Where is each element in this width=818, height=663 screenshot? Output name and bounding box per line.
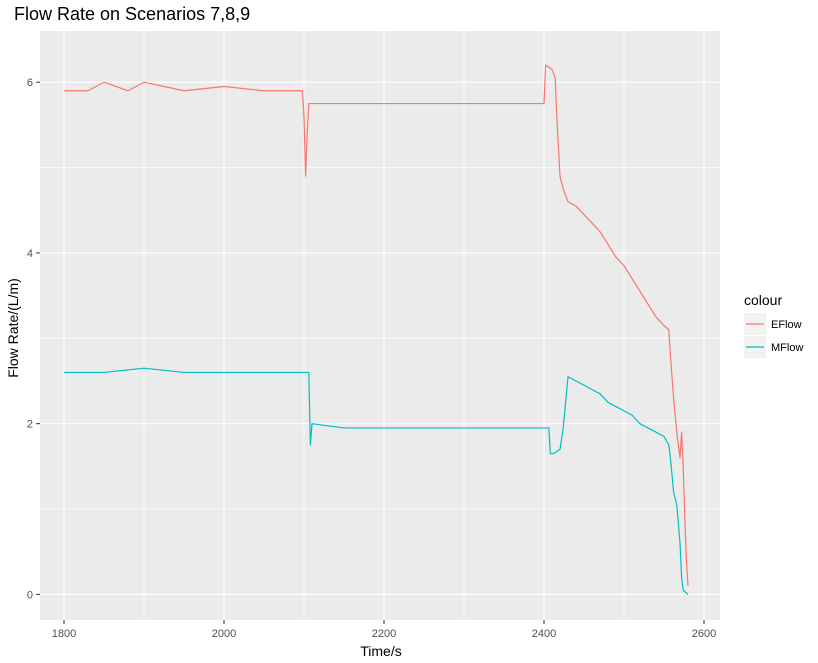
legend-title: colour xyxy=(744,292,782,308)
x-tick-label: 2400 xyxy=(532,628,556,640)
y-tick-label: 4 xyxy=(27,248,33,260)
series-line-mflow xyxy=(64,367,689,595)
x-tick-label: 2200 xyxy=(372,628,396,640)
y-tick-label: 0 xyxy=(27,589,33,601)
series-line-eflow xyxy=(64,64,689,586)
legend: colour EFlow MFlow xyxy=(744,292,803,358)
x-axis-label: Time/s xyxy=(360,643,401,659)
x-axis-ticks: 1800 2000 2200 2400 2600 xyxy=(52,620,716,640)
x-tick-label: 1800 xyxy=(52,628,76,640)
legend-label-mflow: MFlow xyxy=(771,342,803,354)
chart-title: Flow Rate on Scenarios 7,8,9 xyxy=(14,4,250,24)
legend-label-eflow: EFlow xyxy=(771,319,802,331)
y-axis-ticks: 0 2 4 6 xyxy=(27,77,40,601)
plot-area xyxy=(40,31,720,620)
x-tick-label: 2000 xyxy=(212,628,236,640)
y-tick-label: 2 xyxy=(27,419,33,431)
x-tick-label: 2600 xyxy=(692,628,716,640)
y-axis-label: Flow Rate/(L/m) xyxy=(5,278,21,378)
plot-background xyxy=(40,31,720,620)
y-tick-label: 6 xyxy=(27,77,33,89)
